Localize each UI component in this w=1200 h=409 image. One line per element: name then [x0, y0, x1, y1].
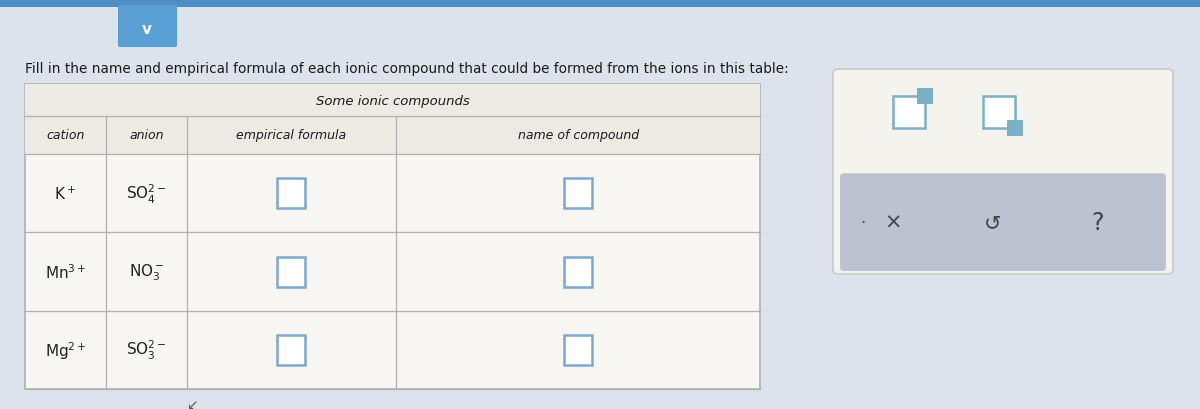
Text: v: v [142, 22, 152, 37]
Bar [277, 179, 306, 209]
Bar [25, 85, 760, 117]
Bar [25, 85, 760, 389]
Text: name of compound: name of compound [517, 129, 638, 142]
Bar [893, 97, 925, 129]
Bar [564, 335, 592, 365]
Text: K$^+$: K$^+$ [54, 185, 77, 202]
Bar [277, 335, 306, 365]
Bar [564, 257, 592, 287]
FancyBboxPatch shape [833, 70, 1174, 274]
Text: anion: anion [130, 129, 163, 142]
Bar [25, 117, 760, 155]
Bar [917, 89, 934, 105]
Text: ↙: ↙ [186, 397, 198, 409]
Text: ?: ? [1092, 211, 1104, 235]
Text: SO$_4^{2-}$: SO$_4^{2-}$ [126, 182, 167, 205]
Bar [983, 97, 1015, 129]
Text: SO$_3^{2-}$: SO$_3^{2-}$ [126, 338, 167, 362]
Text: Mg$^{2+}$: Mg$^{2+}$ [44, 339, 86, 361]
Text: Mn$^{3+}$: Mn$^{3+}$ [44, 263, 86, 281]
Text: ↺: ↺ [984, 213, 1002, 233]
Bar [0, 0, 1200, 8]
Text: ·: · [860, 213, 865, 231]
Text: NO$_3^-$: NO$_3^-$ [128, 262, 164, 282]
Text: Some ionic compounds: Some ionic compounds [316, 94, 469, 107]
FancyBboxPatch shape [840, 174, 1166, 271]
Bar [564, 179, 592, 209]
Text: ×: × [884, 213, 901, 233]
Text: cation: cation [47, 129, 85, 142]
Text: empirical formula: empirical formula [236, 129, 347, 142]
FancyBboxPatch shape [118, 6, 178, 48]
Bar [1007, 121, 1022, 137]
Bar [277, 257, 306, 287]
Text: Fill in the name and empirical formula of each ionic compound that could be form: Fill in the name and empirical formula o… [25, 62, 788, 76]
